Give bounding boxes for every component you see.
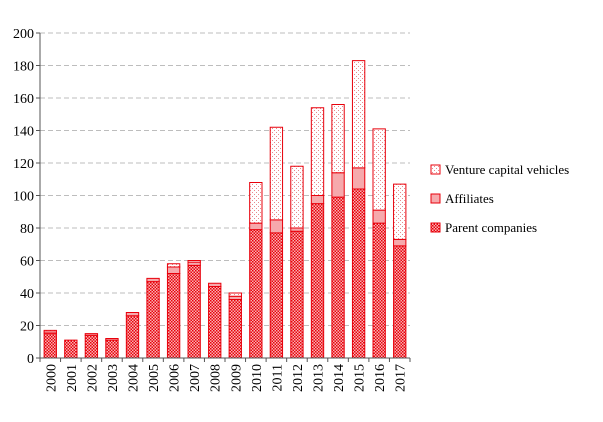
bar-2010-series-2 [249, 182, 263, 224]
bar-2007-series-0 [187, 264, 201, 359]
y-tick-label: 200 [13, 27, 34, 42]
bar-2013-series-0 [310, 203, 325, 359]
bar-2001-series-0 [64, 339, 78, 359]
bar-2016-series-2 [372, 128, 386, 211]
bar-2010-series-0 [249, 229, 263, 359]
bar-2000-series-0 [43, 333, 57, 359]
bar-2013-series-1 [310, 195, 325, 205]
bar-2000-series-2 [43, 329, 57, 333]
x-tick-label: 2006 [168, 364, 183, 392]
bar-2015-series-1 [351, 167, 366, 190]
bar-2017-series-2 [393, 183, 407, 240]
axes: 0 20 40 60 80 100 120 140 160 180 200 2000 2001 2002 2… [13, 27, 411, 392]
y-tick-label: 100 [13, 190, 34, 205]
x-tick-label: 2000 [44, 364, 59, 392]
bar-2009-series-2 [228, 292, 242, 297]
legend-label-0: Parent companies [445, 220, 537, 235]
bar-2012-series-2 [290, 165, 304, 229]
x-tick-label: 2015 [353, 364, 368, 392]
y-tick-label: 160 [13, 92, 34, 107]
bar-2003-series-0 [105, 339, 119, 359]
gridlines [40, 32, 410, 326]
y-tick-label: 120 [13, 157, 34, 172]
bar-2016-series-1 [372, 209, 386, 224]
legend-swatch-0 [430, 222, 441, 233]
x-tick-label: 2002 [85, 364, 100, 392]
bar-2015-series-2 [351, 60, 366, 169]
bar-2006-series-2 [166, 263, 181, 268]
bar-2009-series-0 [228, 299, 242, 359]
bar-2014-series-2 [331, 104, 345, 174]
bar-2002-series-0 [84, 334, 99, 359]
x-tick-label: 2004 [127, 364, 142, 392]
bar-2006-series-1 [166, 266, 181, 274]
x-tick-label: 2017 [394, 364, 409, 392]
x-tick-label: 2014 [332, 364, 347, 392]
legend-swatch-2 [430, 164, 441, 175]
bar-2010-series-1 [249, 222, 263, 231]
y-tick-label: 20 [20, 320, 34, 335]
bar-2004-series-0 [125, 315, 140, 359]
x-tick-label: 2010 [250, 364, 265, 392]
bar-2012-series-0 [290, 230, 304, 359]
bar-2005-series-0 [146, 281, 160, 359]
bar-2015-series-0 [351, 188, 366, 359]
x-tick-label: 2003 [106, 364, 121, 392]
bar-2011-series-0 [269, 232, 284, 359]
bar-2006-series-0 [166, 273, 181, 359]
bar-2017-series-0 [393, 245, 407, 359]
x-tick-label: 2005 [147, 364, 162, 392]
bar-2003-series-1 [105, 338, 119, 341]
legend-label-2: Venture capital vehicles [445, 162, 569, 177]
y-tick-label: 0 [27, 352, 34, 367]
x-tick-label: 2001 [65, 364, 80, 392]
bar-2008-series-1 [208, 282, 222, 287]
bar-2002-series-1 [84, 333, 99, 336]
bar-2017-series-1 [393, 238, 407, 247]
bar-2011-series-1 [269, 219, 284, 234]
bars [43, 60, 407, 359]
bar-2008-series-0 [208, 286, 222, 359]
x-tick-label: 2009 [229, 364, 244, 392]
y-tick-label: 180 [13, 60, 34, 75]
x-tick-label: 2007 [188, 364, 203, 392]
x-tick-label: 2016 [373, 364, 388, 392]
bar-2007-series-2 [187, 260, 201, 263]
legend: Venture capital vehicles Affiliates Parent… [430, 162, 569, 235]
y-tick-label: 140 [13, 125, 34, 140]
bar-2004-series-1 [125, 312, 140, 317]
bar-2013-series-2 [310, 107, 325, 196]
y-tick-label: 80 [20, 222, 34, 237]
bar-2016-series-0 [372, 222, 386, 359]
x-tick-label: 2012 [291, 364, 306, 392]
bar-2005-series-1 [146, 277, 160, 283]
x-tick-label: 2011 [270, 364, 285, 391]
x-tick-label: 2008 [209, 364, 224, 392]
legend-label-1: Affiliates [445, 191, 494, 206]
bar-2014-series-1 [331, 172, 345, 198]
y-tick-label: 40 [20, 287, 34, 302]
y-tick-label: 60 [20, 255, 34, 270]
legend-swatch-1 [430, 193, 441, 204]
bar-2011-series-2 [269, 126, 284, 221]
x-tick-label: 2013 [312, 364, 327, 392]
bar-2014-series-0 [331, 196, 345, 359]
